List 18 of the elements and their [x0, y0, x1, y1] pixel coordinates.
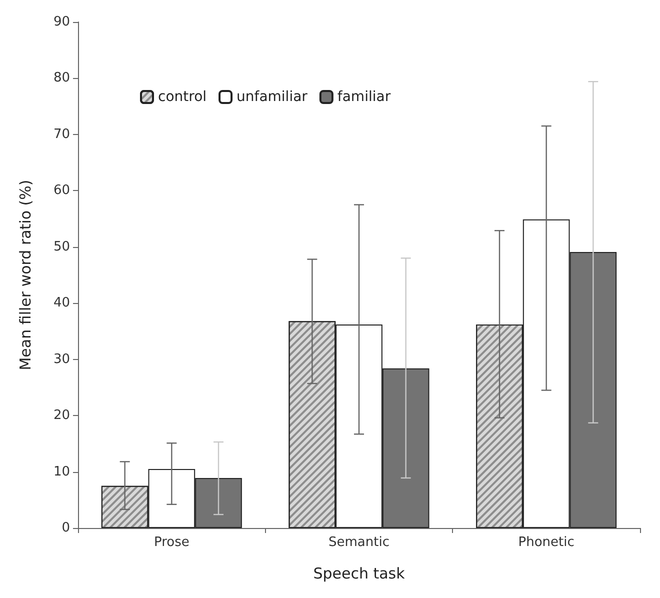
y-tick-label: 20: [53, 408, 70, 424]
y-tick-label: 50: [53, 239, 70, 254]
y-axis-title: Mean filler word ratio (%): [16, 180, 34, 370]
y-tick-label: 40: [53, 296, 70, 311]
y-tick-label: 70: [53, 126, 70, 142]
legend-label: familiar: [337, 89, 391, 105]
legend-label: control: [158, 89, 207, 105]
y-tick-label: 10: [53, 464, 70, 480]
y-tick-label: 80: [53, 70, 70, 86]
x-tick-label: Phonetic: [518, 535, 574, 550]
legend-label: unfamiliar: [236, 89, 308, 105]
y-tick-label: 0: [62, 520, 70, 536]
x-tick-label: Prose: [154, 535, 190, 550]
x-tick-label: Semantic: [328, 535, 390, 550]
y-tick-label: 60: [53, 183, 70, 198]
y-tick-label: 30: [53, 352, 70, 367]
x-axis-title: Speech task: [313, 564, 406, 582]
y-tick-label: 90: [53, 14, 70, 30]
